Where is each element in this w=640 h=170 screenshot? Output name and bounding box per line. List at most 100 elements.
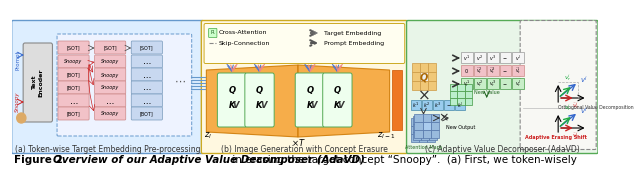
FancyBboxPatch shape — [95, 81, 125, 94]
Text: $-$: $-$ — [446, 103, 451, 107]
Text: $v^3$: $v^3$ — [489, 53, 496, 63]
Text: $k^l$: $k^l$ — [456, 100, 463, 110]
Text: [SOT]: [SOT] — [67, 46, 81, 50]
Bar — [411, 134, 419, 142]
Text: $z_{l-1}$: $z_{l-1}$ — [377, 131, 395, 141]
Text: $\cdots$: $\cdots$ — [174, 76, 186, 86]
Text: $k^1$: $k^1$ — [412, 100, 419, 110]
Bar — [422, 114, 431, 122]
FancyBboxPatch shape — [131, 68, 163, 81]
Bar — [422, 130, 431, 138]
Text: [BOT]: [BOT] — [67, 112, 81, 116]
Text: $v^3_r$: $v^3_r$ — [489, 79, 496, 89]
Bar — [450, 91, 458, 98]
Text: Attention Maps: Attention Maps — [405, 144, 442, 149]
Text: Snoopy: Snoopy — [101, 86, 119, 90]
FancyBboxPatch shape — [323, 73, 352, 127]
Text: (c) Adaptive Value Decomposer (AdaVD): (c) Adaptive Value Decomposer (AdaVD) — [425, 144, 580, 154]
FancyBboxPatch shape — [131, 94, 163, 107]
Bar — [458, 91, 465, 98]
Bar — [420, 116, 429, 124]
FancyBboxPatch shape — [131, 55, 163, 68]
FancyBboxPatch shape — [209, 29, 217, 38]
Bar — [419, 126, 427, 134]
FancyBboxPatch shape — [520, 21, 596, 149]
Bar — [486, 52, 499, 63]
Text: Figure 2.: Figure 2. — [14, 155, 67, 165]
Bar — [414, 130, 422, 138]
FancyBboxPatch shape — [406, 21, 598, 154]
Text: $\times T$: $\times T$ — [291, 138, 305, 149]
Bar — [414, 122, 422, 130]
Text: $z_l$: $z_l$ — [204, 131, 212, 141]
Bar — [513, 78, 524, 89]
Text: V: V — [260, 101, 266, 110]
Circle shape — [17, 113, 26, 123]
Text: Target Embedding: Target Embedding — [324, 30, 381, 36]
Bar — [411, 118, 419, 126]
Bar — [429, 116, 437, 124]
Polygon shape — [298, 65, 390, 137]
Bar — [428, 72, 436, 81]
Bar — [428, 81, 436, 90]
FancyBboxPatch shape — [58, 81, 89, 94]
Text: K: K — [256, 101, 263, 110]
Bar — [414, 114, 422, 122]
Bar — [461, 52, 473, 63]
Text: $\cdots$: $\cdots$ — [142, 57, 152, 66]
Bar — [429, 132, 437, 140]
Bar — [422, 100, 432, 110]
Bar — [431, 130, 439, 138]
Text: $0$: $0$ — [464, 67, 469, 75]
Bar — [429, 124, 437, 132]
Text: $\cdots$: $\cdots$ — [142, 97, 152, 106]
Text: New Value: New Value — [474, 89, 500, 95]
FancyBboxPatch shape — [95, 41, 125, 54]
Bar — [419, 134, 427, 142]
FancyBboxPatch shape — [95, 107, 125, 120]
Bar — [420, 124, 429, 132]
Text: $\tilde{v}^l_t$: $\tilde{v}^l_t$ — [515, 66, 521, 76]
Text: in erasing the target concept “Snoopy”.  (a) First, we token-wisely: in erasing the target concept “Snoopy”. … — [229, 155, 577, 165]
FancyBboxPatch shape — [95, 68, 125, 81]
Text: $\times$: $\times$ — [438, 112, 449, 124]
Text: Prompt Embedding: Prompt Embedding — [324, 40, 384, 46]
FancyBboxPatch shape — [57, 34, 192, 136]
Text: Snoopy: Snoopy — [65, 59, 83, 64]
FancyBboxPatch shape — [202, 21, 408, 154]
Text: Skip-Connection: Skip-Connection — [218, 40, 269, 46]
FancyBboxPatch shape — [295, 73, 324, 127]
FancyBboxPatch shape — [58, 94, 89, 107]
FancyBboxPatch shape — [95, 55, 125, 68]
Text: $v_r^i$: $v_r^i$ — [564, 72, 572, 83]
Bar — [413, 116, 420, 124]
Bar — [427, 118, 435, 126]
Text: $-$: $-$ — [502, 55, 508, 61]
Bar — [413, 124, 420, 132]
Text: $v^l$: $v^l$ — [515, 53, 521, 63]
Text: Q: Q — [256, 86, 263, 95]
Bar — [461, 78, 473, 89]
Text: Text
Encoder: Text Encoder — [33, 69, 44, 97]
Text: $v^1_r$: $v^1_r$ — [463, 79, 470, 89]
Text: $v^l_r$: $v^l_r$ — [515, 79, 521, 89]
Bar — [474, 65, 486, 76]
Text: Adaptive Erasing Shift: Adaptive Erasing Shift — [525, 135, 587, 140]
Text: $-$: $-$ — [502, 81, 508, 87]
Text: Q: Q — [307, 86, 314, 95]
Text: [BOT]: [BOT] — [67, 72, 81, 78]
Text: $\tilde{v}^3_t$: $\tilde{v}^3_t$ — [489, 66, 495, 76]
Bar — [428, 63, 436, 72]
Text: Snoopy: Snoopy — [101, 112, 119, 116]
Text: $v^i$: $v^i$ — [580, 105, 588, 117]
Bar — [412, 81, 420, 90]
Bar — [450, 84, 458, 91]
Text: [BOT]: [BOT] — [140, 112, 154, 116]
FancyBboxPatch shape — [95, 94, 125, 107]
Text: $\tilde{v}^i_t$: $\tilde{v}^i_t$ — [572, 130, 579, 141]
Text: $k^3$: $k^3$ — [434, 100, 441, 110]
Bar — [513, 65, 524, 76]
Bar — [458, 84, 465, 91]
Bar — [465, 84, 472, 91]
Bar — [513, 52, 524, 63]
